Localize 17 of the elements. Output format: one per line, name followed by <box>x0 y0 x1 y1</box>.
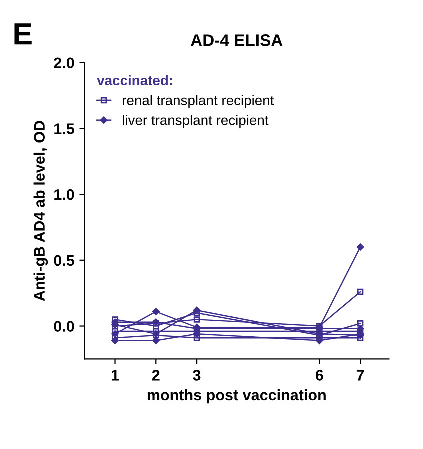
y-axis-title: Anti-gB AD4 ab level, OD <box>34 121 48 302</box>
x-tick-label: 3 <box>193 370 201 381</box>
x-tick-label: 1 <box>112 370 120 381</box>
legend-label: liver transplant recipient <box>123 115 269 128</box>
x-tick-label: 7 <box>356 370 364 381</box>
x-axis-title: months post vaccination <box>148 389 326 404</box>
y-tick-label: 0.0 <box>54 321 74 332</box>
x-tick-label: 6 <box>316 370 324 381</box>
y-tick-label: 1.0 <box>54 189 74 200</box>
text: E <box>14 24 32 45</box>
legend-label: renal transplant recipient <box>123 95 274 108</box>
y-tick-label: 1.5 <box>54 124 74 134</box>
y-tick-label: 2.0 <box>54 58 74 69</box>
legend-title: vaccinated: <box>97 75 172 86</box>
y-tick-label: 0.5 <box>54 255 74 266</box>
x-tick-label: 2 <box>152 370 160 381</box>
chart-title: AD-4 ELISA <box>190 34 283 46</box>
